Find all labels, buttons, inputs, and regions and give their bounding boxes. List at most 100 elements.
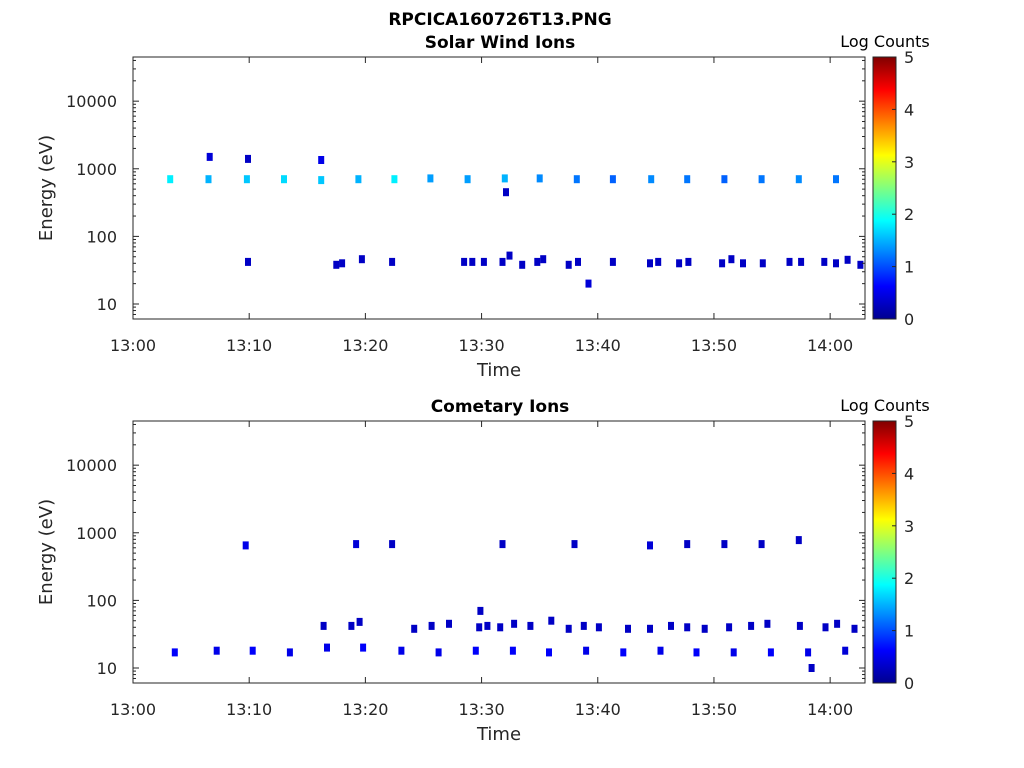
heatmap-cell	[625, 624, 631, 633]
heatmap-cell	[286, 648, 293, 657]
heatmap-cell	[585, 279, 592, 288]
heatmap-cell	[205, 175, 212, 184]
colorbar-tick-label: 3	[904, 517, 914, 536]
heatmap-cell	[318, 176, 325, 185]
colorbar	[872, 56, 897, 320]
y-tick-label: 1000	[76, 160, 117, 179]
heatmap-cell	[565, 624, 572, 633]
heatmap-cell	[497, 623, 504, 632]
heatmap-cell	[511, 619, 518, 628]
heatmap-cell	[759, 259, 766, 268]
heatmap-cell	[356, 617, 363, 626]
panel-title: Cometary Ions	[431, 397, 570, 417]
heatmap-cell	[333, 260, 340, 269]
heatmap-cell	[324, 643, 330, 652]
colorbar-tick-label: 4	[904, 464, 914, 483]
heatmap-cells	[167, 152, 864, 288]
colorbar-ticks: 0 1 2 3 4 5	[892, 412, 914, 693]
colorbar-ticks: 0 1 2 3 4 5	[892, 48, 914, 329]
figure-title: RPCICA160726T13.PNG	[388, 10, 611, 30]
heatmap-cell	[805, 648, 812, 657]
x-axis: 13:00 13:10 13:20 13:30 13:40 13:50 14:00	[110, 421, 853, 719]
heatmap-cell	[503, 188, 509, 197]
heatmap-cell	[821, 257, 828, 266]
heatmap-cell	[798, 257, 805, 266]
y-tick-label: 100	[86, 591, 117, 610]
x-axis-label: Time	[476, 360, 521, 381]
heatmap-cell	[472, 646, 479, 655]
heatmap-cell	[461, 257, 468, 266]
heatmap-cell	[206, 152, 213, 161]
heatmap-cell	[249, 646, 256, 655]
x-tick-label: 14:00	[807, 700, 853, 719]
heatmap-cell	[565, 260, 572, 269]
heatmap-cell	[281, 175, 287, 184]
heatmap-cell	[647, 624, 653, 633]
x-tick-label: 14:00	[807, 336, 853, 355]
y-tick-label: 10000	[66, 456, 117, 475]
heatmap-cell	[833, 259, 839, 268]
heatmap-cell	[844, 255, 851, 264]
heatmap-cell	[243, 175, 250, 184]
heatmap-cell	[389, 257, 396, 266]
heatmap-cell	[427, 174, 434, 183]
x-tick-label: 13:00	[110, 336, 156, 355]
colorbar-tick-label: 1	[904, 258, 914, 277]
heatmap-cell	[245, 154, 251, 163]
heatmap-cell	[580, 621, 587, 630]
heatmap-cell	[684, 540, 691, 549]
heatmap-cell	[609, 175, 616, 184]
colorbar-tick-label: 0	[904, 310, 914, 329]
colorbar-tick-label: 3	[904, 153, 914, 172]
colorbar-label: Log Counts	[840, 396, 930, 415]
heatmap-cell	[795, 175, 802, 184]
heatmap-cell	[353, 540, 360, 549]
heatmap-cell	[509, 646, 516, 655]
y-tick-label: 100	[86, 227, 117, 246]
heatmap-cell	[464, 175, 471, 184]
heatmap-cells	[171, 536, 858, 672]
y-axis: 10 100 1000 10000	[66, 423, 865, 684]
heatmap-cell	[851, 624, 858, 633]
y-tick-label: 10	[97, 295, 117, 314]
heatmap-cell	[701, 624, 708, 633]
heatmap-cell	[833, 175, 839, 184]
heatmap-cell	[339, 259, 346, 268]
heatmap-cell	[480, 257, 487, 266]
colorbar	[872, 420, 897, 684]
heatmap-cell	[808, 664, 815, 672]
heatmap-cell	[167, 175, 174, 184]
heatmap-cell	[726, 623, 733, 632]
heatmap-cell	[355, 175, 362, 184]
x-tick-label: 13:30	[459, 336, 505, 355]
heatmap-cell	[758, 540, 765, 549]
colorbar-tick-label: 5	[904, 412, 914, 431]
y-axis-label: Energy (eV)	[36, 135, 57, 241]
heatmap-cell	[391, 175, 398, 184]
heatmap-cell	[728, 255, 735, 264]
heatmap-cell	[171, 648, 178, 657]
x-tick-label: 13:30	[459, 700, 505, 719]
colorbar-label: Log Counts	[840, 32, 930, 51]
heatmap-cell	[786, 257, 793, 266]
heatmap-cell	[477, 606, 484, 615]
heatmap-cell	[571, 540, 578, 549]
heatmap-cell	[536, 174, 543, 183]
heatmap-cell	[595, 623, 602, 632]
heatmap-cell	[411, 624, 418, 633]
heatmap-cell	[519, 260, 526, 269]
heatmap-cell	[748, 621, 755, 630]
y-axis: 10 100 1000 10000	[66, 59, 865, 320]
heatmap-cell	[540, 255, 547, 264]
x-tick-label: 13:50	[691, 336, 737, 355]
x-tick-label: 13:10	[226, 700, 272, 719]
heatmap-cell	[609, 257, 616, 266]
heatmap-cell	[320, 621, 327, 630]
heatmap-cell	[360, 643, 367, 652]
heatmap-cell	[348, 621, 355, 630]
heatmap-cell	[469, 257, 476, 266]
heatmap-cell	[684, 175, 691, 184]
solar-wind-panel: Solar Wind Ions 13:00 13:10 13:20 13:30 13:4…	[36, 32, 930, 381]
heatmap-cell	[318, 156, 325, 164]
heatmap-cell	[501, 174, 508, 183]
